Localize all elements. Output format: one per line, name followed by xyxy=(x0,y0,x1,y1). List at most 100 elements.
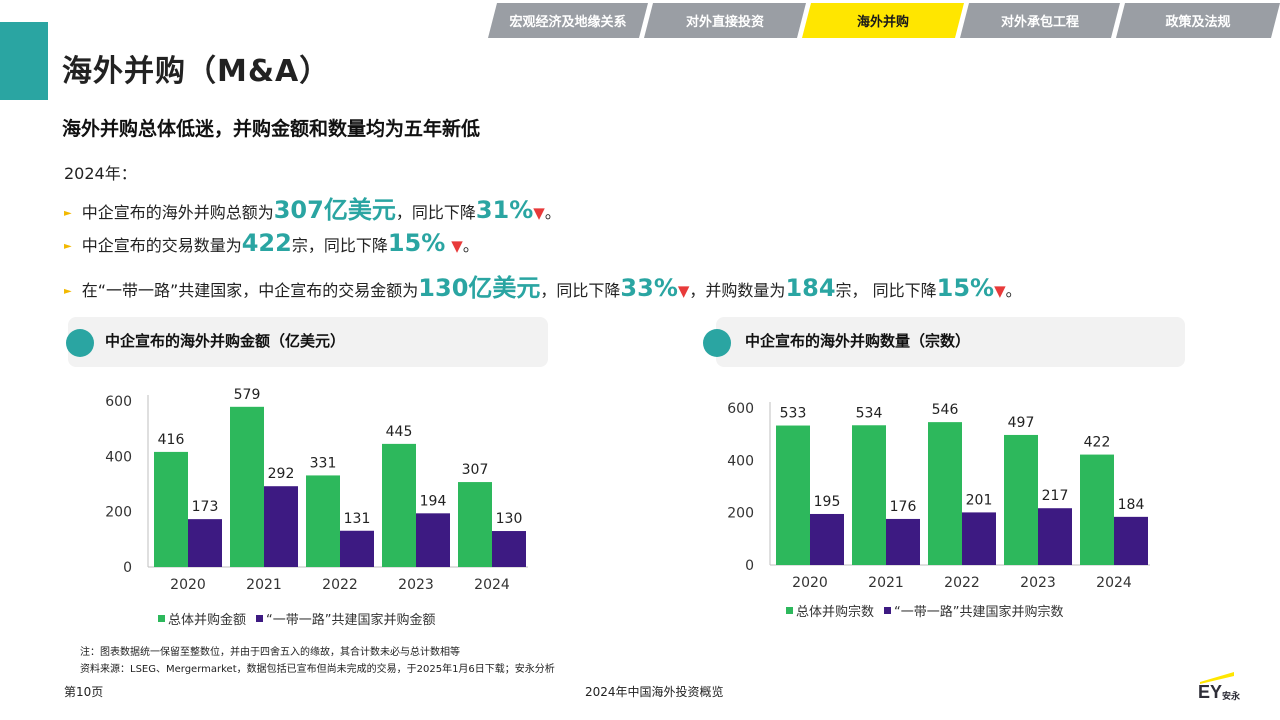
data-label: 201 xyxy=(966,492,993,508)
tab-fdi[interactable]: 对外直接投资 xyxy=(644,3,806,38)
x-tick-label: 2023 xyxy=(1020,575,1056,591)
data-label: 194 xyxy=(420,493,447,509)
chart-header-amount xyxy=(68,317,548,367)
bullet-text: 宗，同比下降 xyxy=(291,236,388,255)
y-tick-label: 200 xyxy=(105,505,132,521)
bar-2022-belt-road xyxy=(962,512,996,565)
bar-2021-belt-road xyxy=(886,518,920,565)
bar-2024-total xyxy=(1080,454,1114,565)
bar-2021-total xyxy=(230,406,264,567)
legend-label: “一带一路”共建国家并购宗数 xyxy=(894,605,1064,620)
circle-icon xyxy=(703,329,731,357)
data-label: 184 xyxy=(1118,497,1145,513)
x-tick-label: 2020 xyxy=(170,577,206,593)
y-tick-label: 200 xyxy=(727,506,754,522)
circle-icon xyxy=(66,329,94,357)
chart-count: 0 200 400 600 533 195 2020 534 176 2021 546 201 2022… xyxy=(727,401,1150,591)
bullet-text: ，并购数量为 xyxy=(689,281,786,300)
accent-block xyxy=(0,22,48,100)
x-tick-label: 2020 xyxy=(792,575,828,591)
bar-2024-belt-road xyxy=(492,531,526,567)
data-label: 292 xyxy=(268,466,295,482)
bar-2023-total xyxy=(1004,434,1038,565)
footer-title: 2024年中国海外投资概览 xyxy=(585,685,724,699)
bullet-arrow-icon: ► xyxy=(64,286,72,297)
bar-2023-belt-road xyxy=(416,513,450,567)
bar-2022-belt-road xyxy=(340,530,374,567)
logo-text: EY xyxy=(1198,682,1223,702)
legend-swatch-purple xyxy=(884,607,892,614)
x-tick-label: 2021 xyxy=(246,577,282,593)
highlight-amount: 130亿美元 xyxy=(418,274,541,302)
tab-policy[interactable]: 政策及法规 xyxy=(1116,3,1280,38)
legend-label: “一带一路”共建国家并购金额 xyxy=(266,613,436,628)
data-label: 546 xyxy=(932,402,959,418)
note-source: 资料来源：LSEG、Mergermarket，数据包括已宣布但尚未完成的交易，于… xyxy=(80,664,555,675)
bullet-text: 。 xyxy=(1005,281,1022,300)
bar-2021-belt-road xyxy=(264,486,298,567)
data-label: 176 xyxy=(890,499,917,515)
chart-amount: 0 200 400 600 416 173 2020 579 292 2021 331 131 2022… xyxy=(105,387,528,593)
down-triangle-icon: ▼ xyxy=(451,237,463,255)
legend-swatch-green xyxy=(158,615,165,622)
bullet-text: 中企宣布的海外并购总额为 xyxy=(81,203,274,222)
page-number: 第10页 xyxy=(64,685,104,699)
bar-2020-total xyxy=(154,451,188,567)
highlight-percent: 15% xyxy=(936,274,995,302)
bullet-text: 在“一带一路”共建国家，中企宣布的交易金额为 xyxy=(81,281,419,300)
x-tick-label: 2023 xyxy=(398,577,434,593)
logo-sub: 安永 xyxy=(1222,692,1241,702)
y-tick-label: 0 xyxy=(123,560,132,576)
bar-2020-total xyxy=(776,425,810,565)
legend-swatch-purple xyxy=(256,615,264,622)
bar-2020-belt-road xyxy=(810,513,844,565)
chart-header-count xyxy=(716,317,1185,367)
bar-2024-belt-road xyxy=(1114,516,1148,565)
bullet-belt-road: ► 在“一带一路”共建国家，中企宣布的交易金额为 130亿美元 ，同比下降 33… xyxy=(64,268,1022,303)
bar-2022-total xyxy=(306,475,340,567)
highlight-count: 184 xyxy=(785,274,836,302)
bullet-text: 。 xyxy=(544,203,561,222)
chart-title-amount: 中企宣布的海外并购金额（亿美元） xyxy=(105,332,346,350)
bar-2023-total xyxy=(382,443,416,567)
highlight-percent: 33% xyxy=(620,274,678,302)
bar-2024-total xyxy=(458,482,492,567)
data-label: 497 xyxy=(1008,415,1035,431)
y-tick-label: 400 xyxy=(727,453,754,469)
bar-2021-total xyxy=(852,425,886,565)
year-label: 2024年： xyxy=(64,164,137,183)
tab-contracting[interactable]: 对外承包工程 xyxy=(960,3,1120,38)
tab-macro[interactable]: 宏观经济及地缘关系 xyxy=(488,3,648,38)
subtitle: 海外并购总体低迷，并购金额和数量均为五年新低 xyxy=(62,118,481,140)
tab-overseas-ma[interactable]: 海外并购 xyxy=(802,3,964,38)
data-label: 131 xyxy=(344,511,371,527)
data-label: 533 xyxy=(780,406,807,422)
ey-logo: EY 安永 xyxy=(1198,668,1246,708)
x-tick-label: 2022 xyxy=(322,577,358,593)
bullet-text: ，同比下降 xyxy=(395,203,476,222)
data-label: 195 xyxy=(814,494,841,510)
down-triangle-icon: ▼ xyxy=(533,204,545,222)
bullet-arrow-icon: ► xyxy=(64,241,72,252)
bullet-total-amount: ► 中企宣布的海外并购总额为 307亿美元 ，同比下降 31% ▼ 。 xyxy=(64,190,561,225)
legend-label: 总体并购宗数 xyxy=(796,605,875,620)
highlight-count: 422 xyxy=(241,229,292,257)
highlight-amount: 307亿美元 xyxy=(273,196,396,224)
x-tick-label: 2021 xyxy=(868,575,904,591)
bar-2020-belt-road xyxy=(188,519,222,567)
bullet-arrow-icon: ► xyxy=(64,208,72,219)
chart-title-count: 中企宣布的海外并购数量（宗数） xyxy=(745,332,971,350)
x-tick-label: 2024 xyxy=(1096,575,1132,591)
bullet-text: 。 xyxy=(462,236,479,255)
down-triangle-icon: ▼ xyxy=(994,282,1006,300)
legend-label: 总体并购金额 xyxy=(168,613,247,628)
data-label: 416 xyxy=(158,432,185,448)
bar-2023-belt-road xyxy=(1038,508,1072,565)
data-label: 422 xyxy=(1084,435,1111,451)
data-label: 534 xyxy=(856,405,883,421)
bullet-deal-count: ► 中企宣布的交易数量为 422 宗，同比下降 15% ▼ 。 xyxy=(64,229,479,257)
y-tick-label: 600 xyxy=(105,394,132,410)
data-label: 331 xyxy=(310,455,337,471)
x-tick-label: 2022 xyxy=(944,575,980,591)
data-label: 579 xyxy=(234,387,261,403)
